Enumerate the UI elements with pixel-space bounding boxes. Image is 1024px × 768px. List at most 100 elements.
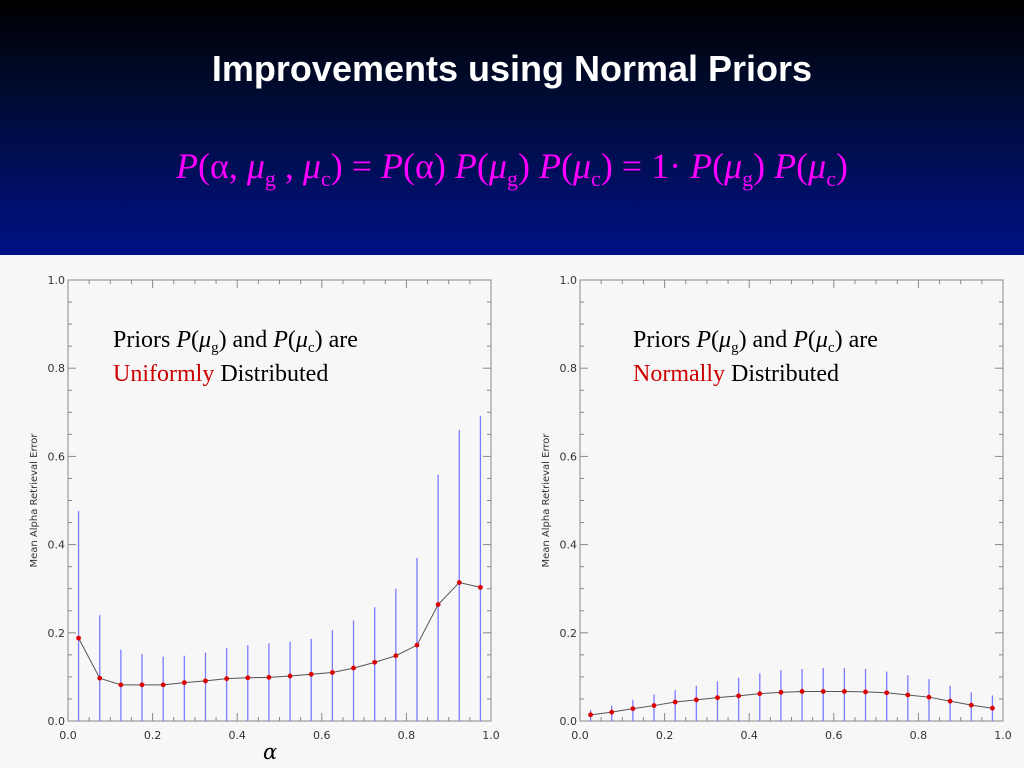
mu-symbol: μ xyxy=(295,327,308,353)
data-point xyxy=(693,697,699,703)
data-point xyxy=(478,584,483,590)
y-tick-label: 0.6 xyxy=(48,450,66,463)
data-point xyxy=(160,682,166,688)
prob-symbol: P xyxy=(381,146,404,186)
data-point xyxy=(393,653,399,659)
y-tick-label: 1.0 xyxy=(48,274,66,287)
text-run: ) xyxy=(836,146,849,186)
text-run: ) are xyxy=(834,327,878,353)
x-tick-label: 0.0 xyxy=(59,729,77,742)
prob-symbol: P xyxy=(538,146,561,186)
data-point xyxy=(266,674,272,680)
left-chart-annotation: Priors P(μg) and P(μc) are Uniformly Dis… xyxy=(113,323,358,391)
data-point xyxy=(414,642,420,648)
data-point xyxy=(203,678,208,684)
text-run: ) = 1· xyxy=(600,146,691,186)
text-run: ) xyxy=(753,146,775,186)
y-tick-label: 1.0 xyxy=(560,274,578,287)
y-tick-label: 0.2 xyxy=(48,627,66,640)
right-chart-annotation: Priors P(μg) and P(μc) are Normally Dist… xyxy=(633,323,878,391)
y-axis-label: Mean Alpha Retrieval Error xyxy=(29,433,40,568)
data-point xyxy=(588,712,593,718)
text-run: Priors xyxy=(113,327,177,353)
subscript: c xyxy=(320,166,331,191)
text-run: ( xyxy=(287,327,296,353)
y-tick-label: 0.4 xyxy=(560,539,578,552)
prior-formula: P(α, μg , μc) = P(α) P(μg) P(μc) = 1· P(… xyxy=(0,145,1024,190)
series-line xyxy=(78,581,481,686)
annotation-line-1: Priors P(μg) and P(μc) are xyxy=(113,323,358,357)
data-point xyxy=(139,682,145,688)
prob-symbol: P xyxy=(793,327,808,353)
text-run: ( xyxy=(476,146,489,186)
data-point xyxy=(736,693,742,699)
subscript: c xyxy=(827,340,835,356)
data-point xyxy=(245,675,251,681)
data-point xyxy=(778,689,784,695)
y-tick-label: 0.2 xyxy=(560,627,578,640)
plot-frame xyxy=(579,279,1004,722)
x-tick-label: 1.0 xyxy=(482,729,500,742)
prob-symbol: P xyxy=(176,327,192,353)
x-tick-label: 0.6 xyxy=(313,729,331,742)
annotation-rest: Distributed xyxy=(214,361,329,387)
data-point xyxy=(651,703,657,708)
x-tick-label: 0.8 xyxy=(398,729,416,742)
annotation-line-1: Priors P(μg) and P(μc) are xyxy=(633,323,878,357)
text-run: ) and xyxy=(738,327,794,353)
text-run: ( xyxy=(191,327,200,353)
prob-symbol: P xyxy=(696,327,712,353)
subscript: c xyxy=(826,166,837,191)
data-point xyxy=(351,665,356,671)
data-point xyxy=(799,689,805,694)
mu-symbol: μ xyxy=(199,327,212,353)
mu-symbol: μ xyxy=(724,146,743,186)
data-point xyxy=(990,705,995,711)
data-point xyxy=(308,671,314,677)
annotation-highlight: Normally xyxy=(633,361,725,387)
data-point xyxy=(97,675,103,681)
text-run: ) = xyxy=(330,146,382,186)
plot-frame xyxy=(67,279,492,722)
text-run: ( xyxy=(712,146,725,186)
slide-title: Improvements using Normal Priors xyxy=(211,48,813,89)
mu-symbol: μ xyxy=(488,146,507,186)
x-tick-label: 0.8 xyxy=(910,729,928,742)
y-tick-label: 0.6 xyxy=(560,450,578,463)
data-point xyxy=(609,709,615,715)
mu-symbol: μ xyxy=(808,146,827,186)
subscript: g xyxy=(506,166,518,191)
mu-symbol: μ xyxy=(246,146,265,186)
series-line xyxy=(590,690,993,716)
data-point xyxy=(630,706,636,712)
mu-symbol: μ xyxy=(815,327,828,353)
charts-svg: 0.0 0.2 0.4 0.6 0.8 1.0 0.0 0.2 0.4 0.6 0.8 1.0 Mean… xyxy=(29,274,1012,742)
annotation-highlight: Uniformly xyxy=(113,361,215,387)
data-point xyxy=(181,680,187,686)
data-point xyxy=(820,689,826,694)
text-run: , xyxy=(275,146,303,186)
annotation-line-2: Uniformly Distributed xyxy=(113,357,358,391)
data-point xyxy=(947,698,953,704)
data-point xyxy=(968,702,974,708)
y-tick-label: 0.8 xyxy=(48,362,66,375)
data-point xyxy=(224,676,230,682)
annotation-line-2: Normally Distributed xyxy=(633,357,878,391)
y-tick-label: 0.0 xyxy=(48,715,66,728)
subscript: c xyxy=(591,166,601,191)
text-run: ) and xyxy=(218,327,274,353)
prob-symbol: P xyxy=(273,327,288,353)
data-point xyxy=(118,682,124,688)
data-point xyxy=(672,699,678,705)
text-run: (α, xyxy=(197,146,247,186)
subscript: g xyxy=(211,340,219,356)
data-point xyxy=(884,690,890,696)
x-tick-label: 0.6 xyxy=(825,729,843,742)
subscript: c xyxy=(307,340,315,356)
text-run: ( xyxy=(711,327,720,353)
data-point xyxy=(715,695,720,701)
text-run: Priors xyxy=(633,327,697,353)
mu-symbol: μ xyxy=(719,327,732,353)
data-point xyxy=(841,689,847,694)
prob-symbol: P xyxy=(175,146,198,186)
